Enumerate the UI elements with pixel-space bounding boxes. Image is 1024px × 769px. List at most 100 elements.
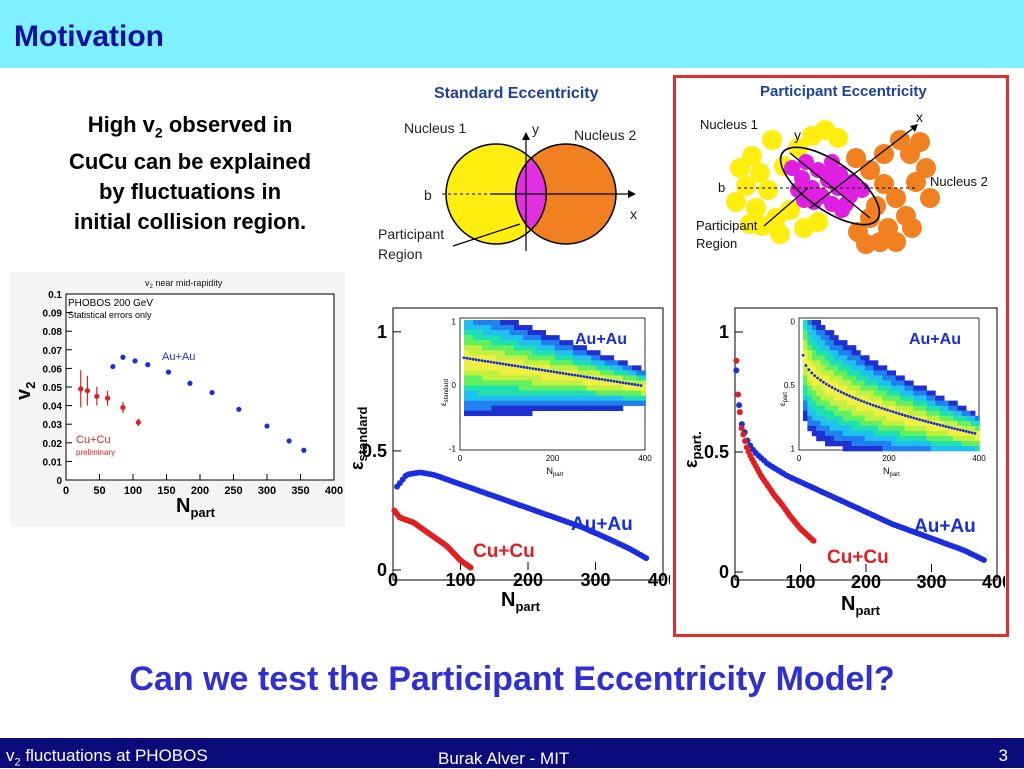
inset-heat-cell <box>860 425 866 432</box>
inset-heat-cell <box>829 395 835 401</box>
inset-mean-point <box>842 391 846 395</box>
inset-heat-cell <box>600 355 606 361</box>
v2-data-points <box>78 354 307 453</box>
inset-heat-cell <box>495 395 501 401</box>
inset-mean-point <box>877 405 881 409</box>
inset-heat-cell <box>600 380 606 386</box>
inset-heat-cell <box>532 380 538 386</box>
inset-heat-cell <box>609 400 615 406</box>
inset-heat-cell <box>886 375 892 381</box>
inset-heat-cell <box>545 400 551 406</box>
inset-heat-cell <box>486 380 492 386</box>
inset-heat-cell <box>860 375 866 381</box>
inset-heat-cell <box>922 410 927 417</box>
inset-heat-cell <box>523 330 528 336</box>
inset-heat-cell <box>568 400 574 406</box>
inset-heat-cell <box>825 395 830 401</box>
inset-heat-cell <box>847 390 852 396</box>
inset-heat-cell <box>825 400 830 406</box>
inset-heat-cell <box>803 395 808 401</box>
v2-point <box>135 419 141 425</box>
inset-heat-cell <box>825 390 830 396</box>
inset-heat-cell <box>873 435 879 442</box>
inset-heat-cell <box>900 375 905 381</box>
inset-heat-cell <box>886 415 892 422</box>
inset-heat-cell <box>636 370 642 376</box>
v2-ylabel: v2 <box>13 382 38 400</box>
inset-heat-cell <box>563 400 569 406</box>
inset-heat-cell <box>869 425 874 432</box>
inset-heat-cell <box>595 400 601 406</box>
inset-heat-cell <box>864 375 870 381</box>
inset-heat-cell <box>604 400 610 406</box>
inset-heat-cell <box>504 320 510 326</box>
inset-heat-cell <box>847 365 852 371</box>
inset-heat-cell <box>829 420 835 427</box>
inset-mean-point <box>953 427 956 431</box>
inset-heat-cell <box>482 380 488 386</box>
inset-heat-cell <box>873 360 879 366</box>
eps-ytick-label: 0.5 <box>362 441 387 461</box>
inset-heat-cell <box>482 330 488 336</box>
motivation-line-1a: High v <box>87 112 155 137</box>
inset-heat-cell <box>877 446 883 452</box>
inset-heat-cell <box>513 380 519 386</box>
inset-heat-cell <box>820 400 826 406</box>
inset-heat-cell <box>939 415 945 422</box>
inset-heat-cell <box>811 395 817 401</box>
inset-heat-cell <box>477 325 483 331</box>
inset-heat-cell <box>908 430 914 437</box>
v2-point <box>165 369 172 375</box>
inset-heat-cell <box>477 330 483 336</box>
inset-heat-cell <box>527 380 533 386</box>
inset-heat-cell <box>600 400 606 406</box>
inset-heat-cell <box>873 365 879 371</box>
inset-heat-cell <box>948 405 954 412</box>
inset-heat-cell <box>816 395 822 401</box>
eps-cucu-point <box>735 391 742 398</box>
v2-point <box>264 423 270 429</box>
inset-heat-cell <box>464 340 469 346</box>
inset-heat-cell <box>618 405 624 412</box>
inset-heat-cell <box>816 390 822 396</box>
inset-heat-cell <box>582 355 587 361</box>
inset-heat-cell <box>545 350 551 356</box>
inset-heat-cell <box>869 375 874 381</box>
inset-heat-cell <box>975 425 980 432</box>
inset-heat-cell <box>820 420 826 427</box>
inset-heat-cell <box>477 350 483 356</box>
inset-heat-cell <box>807 385 813 391</box>
inset-heat-cell <box>891 425 897 432</box>
inset-heat-cell <box>869 420 874 427</box>
eps-cucu-point <box>738 425 745 432</box>
inset-heat-cell <box>477 335 483 341</box>
inset-heat-cell <box>545 390 551 396</box>
inset-heat-cell <box>939 395 945 401</box>
inset-heat-cell <box>851 375 857 381</box>
inset-heat-cell <box>468 325 474 331</box>
inset-heat-cell <box>803 350 808 356</box>
inset-heat-cell <box>829 350 835 356</box>
inset-heat-cell <box>464 325 469 331</box>
inset-heat-cell <box>527 335 533 341</box>
inset-heat-cell <box>803 400 808 406</box>
inset-heat-cell <box>825 435 830 442</box>
inset-heat-cell <box>825 340 830 346</box>
inset-heat-cell <box>495 390 501 396</box>
inset-heat-cell <box>851 420 857 427</box>
inset-heat-cell <box>803 390 808 396</box>
inset-heat-cell <box>554 385 560 391</box>
inset-heat-cell <box>504 395 510 401</box>
nucleon-yellow <box>730 158 750 178</box>
inset-heat-cell <box>957 425 963 432</box>
inset-mean-point <box>903 414 907 417</box>
inset-heat-cell <box>970 420 976 427</box>
inset-heat-cell <box>577 385 583 391</box>
inset-heat-cell <box>855 370 861 376</box>
inset-heat-cell <box>477 340 483 346</box>
inset-heat-cell <box>550 340 556 346</box>
inset-heat-cell <box>882 385 888 391</box>
inset-heat-cell <box>847 440 852 447</box>
inset-heat-cell <box>577 360 583 366</box>
inset-heat-cell <box>851 435 857 442</box>
